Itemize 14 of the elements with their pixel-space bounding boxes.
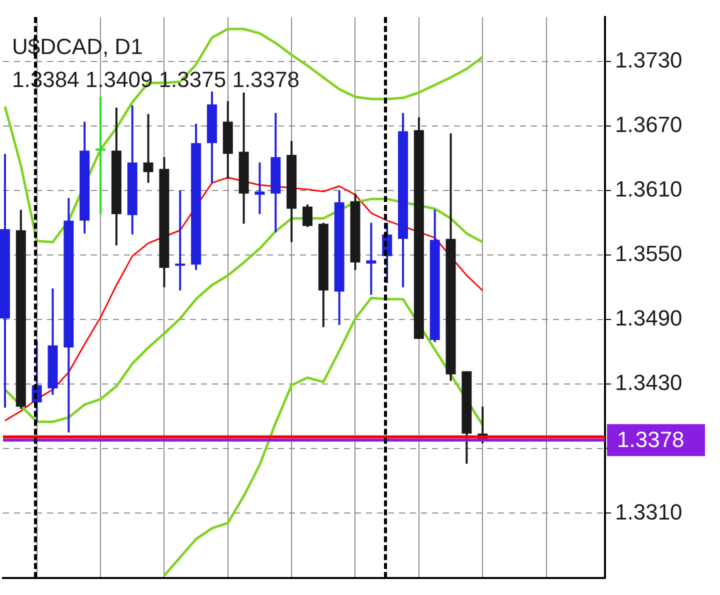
y-tick-label: 1.3670 (615, 112, 682, 137)
ref-line-label: 1.3378 (617, 427, 684, 452)
y-tick-label: 1.3310 (615, 499, 682, 524)
y-tick-label: 1.3490 (615, 306, 682, 331)
y-tick-label: 1.3610 (615, 176, 682, 202)
candlestick (175, 190, 186, 291)
candlestick (96, 96, 106, 214)
y-tick-label: 1.3430 (615, 370, 682, 396)
candlestick (366, 222, 376, 295)
text: U$DCAD, D1 (12, 34, 143, 60)
candlestick (254, 162, 265, 214)
annotation: 1.3384 1.3409 1.3375 1.3378 (12, 67, 300, 92)
y-tick-label: 1.3730 (615, 47, 682, 72)
y-tick-label: 1.3550 (615, 241, 682, 266)
